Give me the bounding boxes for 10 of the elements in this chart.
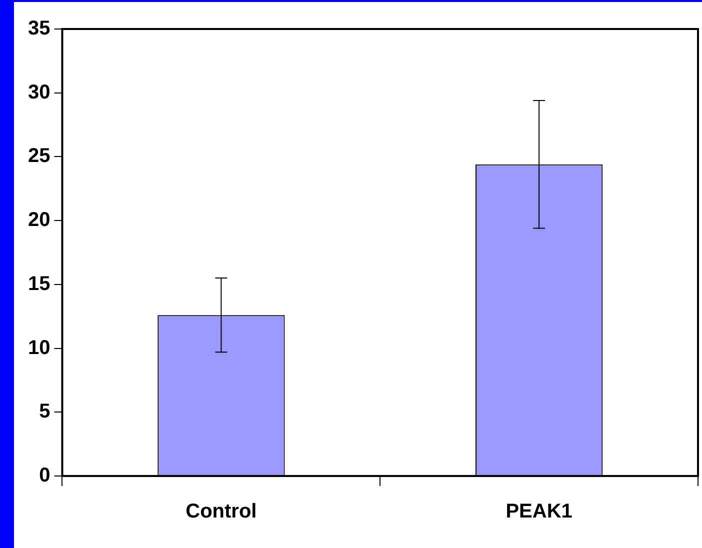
y-tick-label: 30: [28, 81, 50, 104]
y-tick-label: 5: [39, 400, 50, 423]
y-tick-label: 20: [28, 209, 50, 232]
y-tick-label: 35: [28, 18, 50, 40]
y-tick-label: 10: [28, 336, 50, 359]
y-tick-label: 15: [28, 272, 50, 295]
x-tick-label: Control: [186, 500, 257, 523]
y-tick-label: 0: [39, 464, 50, 487]
x-tick-label: PEAK1: [506, 500, 572, 523]
y-tick-label: 25: [28, 145, 50, 168]
